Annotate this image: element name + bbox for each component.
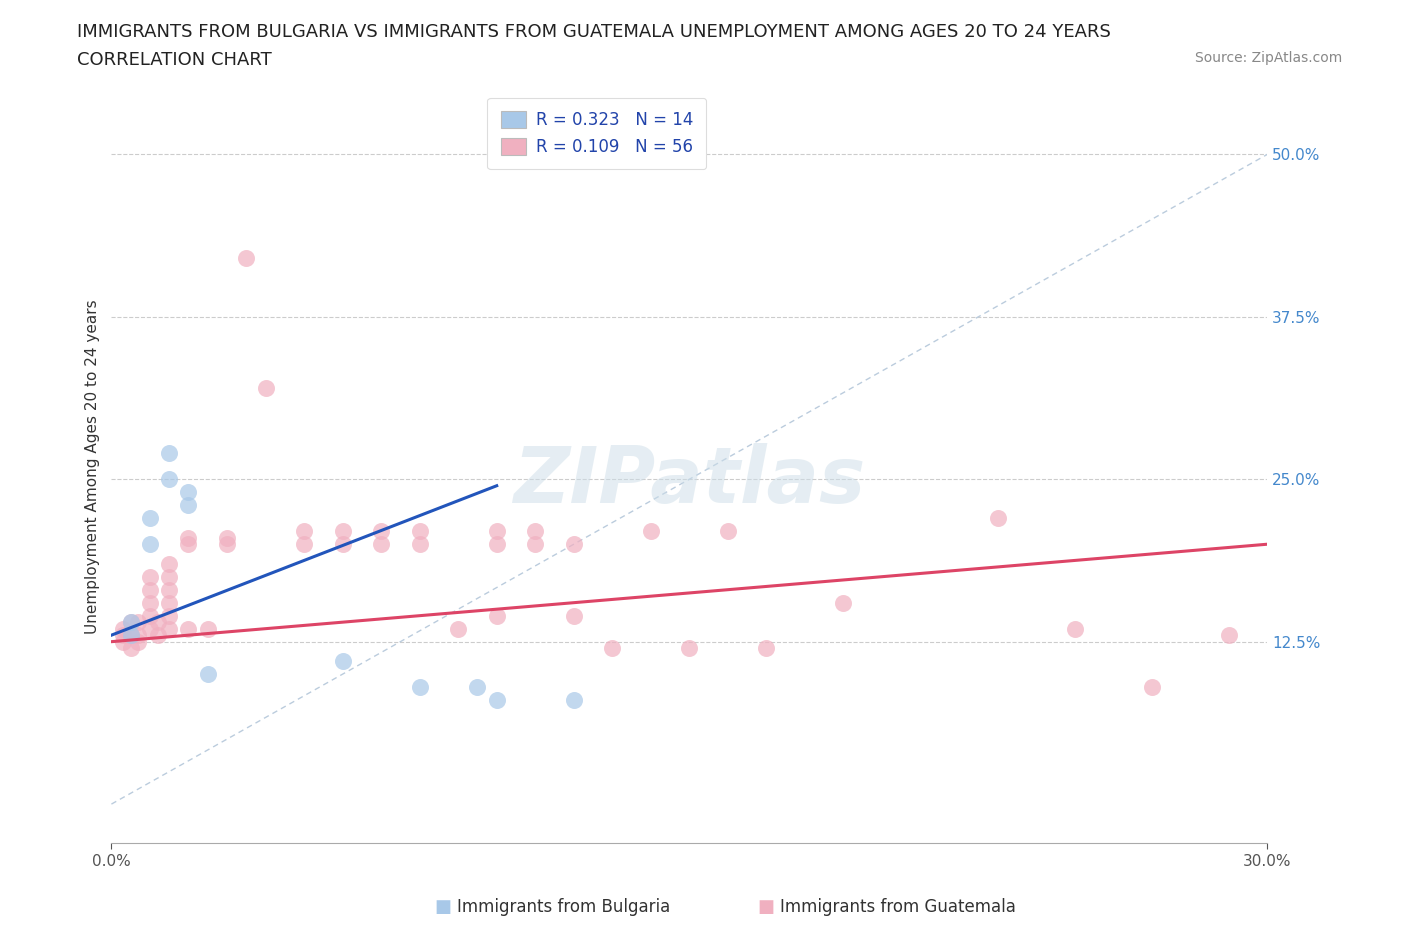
Point [177,530,200,545]
Text: ■: ■ [434,897,451,916]
Point [111,621,134,636]
Point [139,511,162,525]
Point [177,498,200,512]
Point [332,524,354,538]
Point [332,654,354,669]
Point [254,380,277,395]
Point [157,621,180,636]
Text: ■: ■ [758,897,775,916]
Point [146,615,169,630]
Text: ZIPatlas: ZIPatlas [513,444,866,519]
Point [467,680,489,695]
Point [562,537,585,551]
Legend: R = 0.323   N = 14, R = 0.109   N = 56: R = 0.323 N = 14, R = 0.109 N = 56 [488,98,706,169]
Point [139,608,162,623]
Point [139,569,162,584]
Point [157,595,180,610]
Point [139,595,162,610]
Point [1063,621,1085,636]
Point [177,621,200,636]
Point [1140,680,1163,695]
Point [987,511,1010,525]
Point [524,537,547,551]
Point [127,634,149,649]
Text: Source: ZipAtlas.com: Source: ZipAtlas.com [1195,51,1343,65]
Point [640,524,662,538]
Point [832,595,855,610]
Point [370,524,392,538]
Point [524,524,547,538]
Point [408,680,430,695]
Point [602,641,624,656]
Point [139,537,162,551]
Point [139,621,162,636]
Point [485,608,508,623]
Point [157,556,180,571]
Point [120,628,142,643]
Point [120,615,142,630]
Point [485,693,508,708]
Point [127,615,149,630]
Text: Immigrants from Guatemala: Immigrants from Guatemala [780,897,1017,916]
Point [447,621,470,636]
Y-axis label: Unemployment Among Ages 20 to 24 years: Unemployment Among Ages 20 to 24 years [86,299,100,633]
Point [408,537,430,551]
Point [292,524,315,538]
Point [485,524,508,538]
Point [157,569,180,584]
Point [120,641,142,656]
Point [120,615,142,630]
Point [755,641,778,656]
Point [157,445,180,460]
Point [177,485,200,499]
Point [1218,628,1240,643]
Point [177,537,200,551]
Point [717,524,740,538]
Point [292,537,315,551]
Text: Immigrants from Bulgaria: Immigrants from Bulgaria [457,897,671,916]
Point [408,524,430,538]
Text: CORRELATION CHART: CORRELATION CHART [77,51,273,69]
Point [111,634,134,649]
Point [370,537,392,551]
Point [215,537,238,551]
Point [562,608,585,623]
Point [157,472,180,486]
Point [485,537,508,551]
Point [127,628,149,643]
Text: IMMIGRANTS FROM BULGARIA VS IMMIGRANTS FROM GUATEMALA UNEMPLOYMENT AMONG AGES 20: IMMIGRANTS FROM BULGARIA VS IMMIGRANTS F… [77,23,1111,41]
Point [235,251,257,266]
Point [139,582,162,597]
Point [157,608,180,623]
Point [678,641,700,656]
Point [197,667,219,682]
Point [146,628,169,643]
Point [111,628,134,643]
Point [120,628,142,643]
Point [562,693,585,708]
Point [197,621,219,636]
Point [215,530,238,545]
Point [332,537,354,551]
Point [157,582,180,597]
